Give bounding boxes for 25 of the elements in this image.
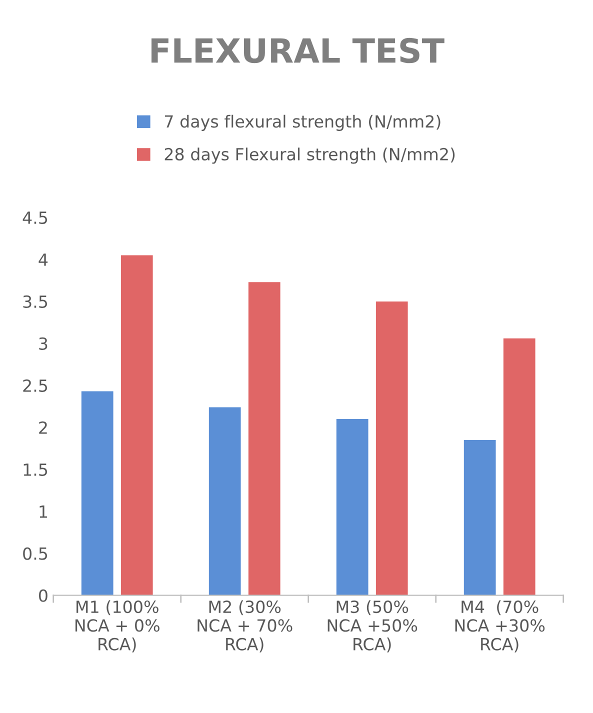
legend-label: 28 days Flexural strength (N/mm2) xyxy=(164,148,455,164)
y-tick-label: 2.5 xyxy=(23,379,48,392)
bar xyxy=(503,338,536,596)
bar xyxy=(81,391,114,596)
chart-title: FLEXURAL TEST xyxy=(152,38,444,64)
bar xyxy=(208,407,241,596)
x-tick-label: M4 (70% NCA +30% RCA) xyxy=(455,600,545,652)
y-tick-label: 2 xyxy=(39,421,47,434)
legend-label: 7 days flexural strength (N/mm2) xyxy=(165,114,440,131)
x-tick-label: M3 (50% NCA +50% RCA) xyxy=(328,600,418,652)
y-tick-label: 3.5 xyxy=(23,295,48,308)
x-tick-label: M1 (100% NCA + 0% RCA) xyxy=(76,600,160,652)
y-tick-label: 1 xyxy=(40,506,47,518)
bar xyxy=(376,301,408,596)
y-tick-label: 4 xyxy=(38,254,48,266)
y-tick-label: 4.5 xyxy=(22,212,48,224)
y-tick-label: 1.5 xyxy=(24,464,48,476)
bar xyxy=(120,255,153,596)
bar xyxy=(336,419,368,596)
bar xyxy=(464,440,496,596)
bar xyxy=(248,282,280,596)
y-tick-label: 0 xyxy=(39,589,48,602)
y-tick-label: 3 xyxy=(39,337,48,350)
x-tick-label: M2 (30% NCA + 70% RCA) xyxy=(198,600,292,652)
y-tick-label: 0.5 xyxy=(23,547,48,560)
